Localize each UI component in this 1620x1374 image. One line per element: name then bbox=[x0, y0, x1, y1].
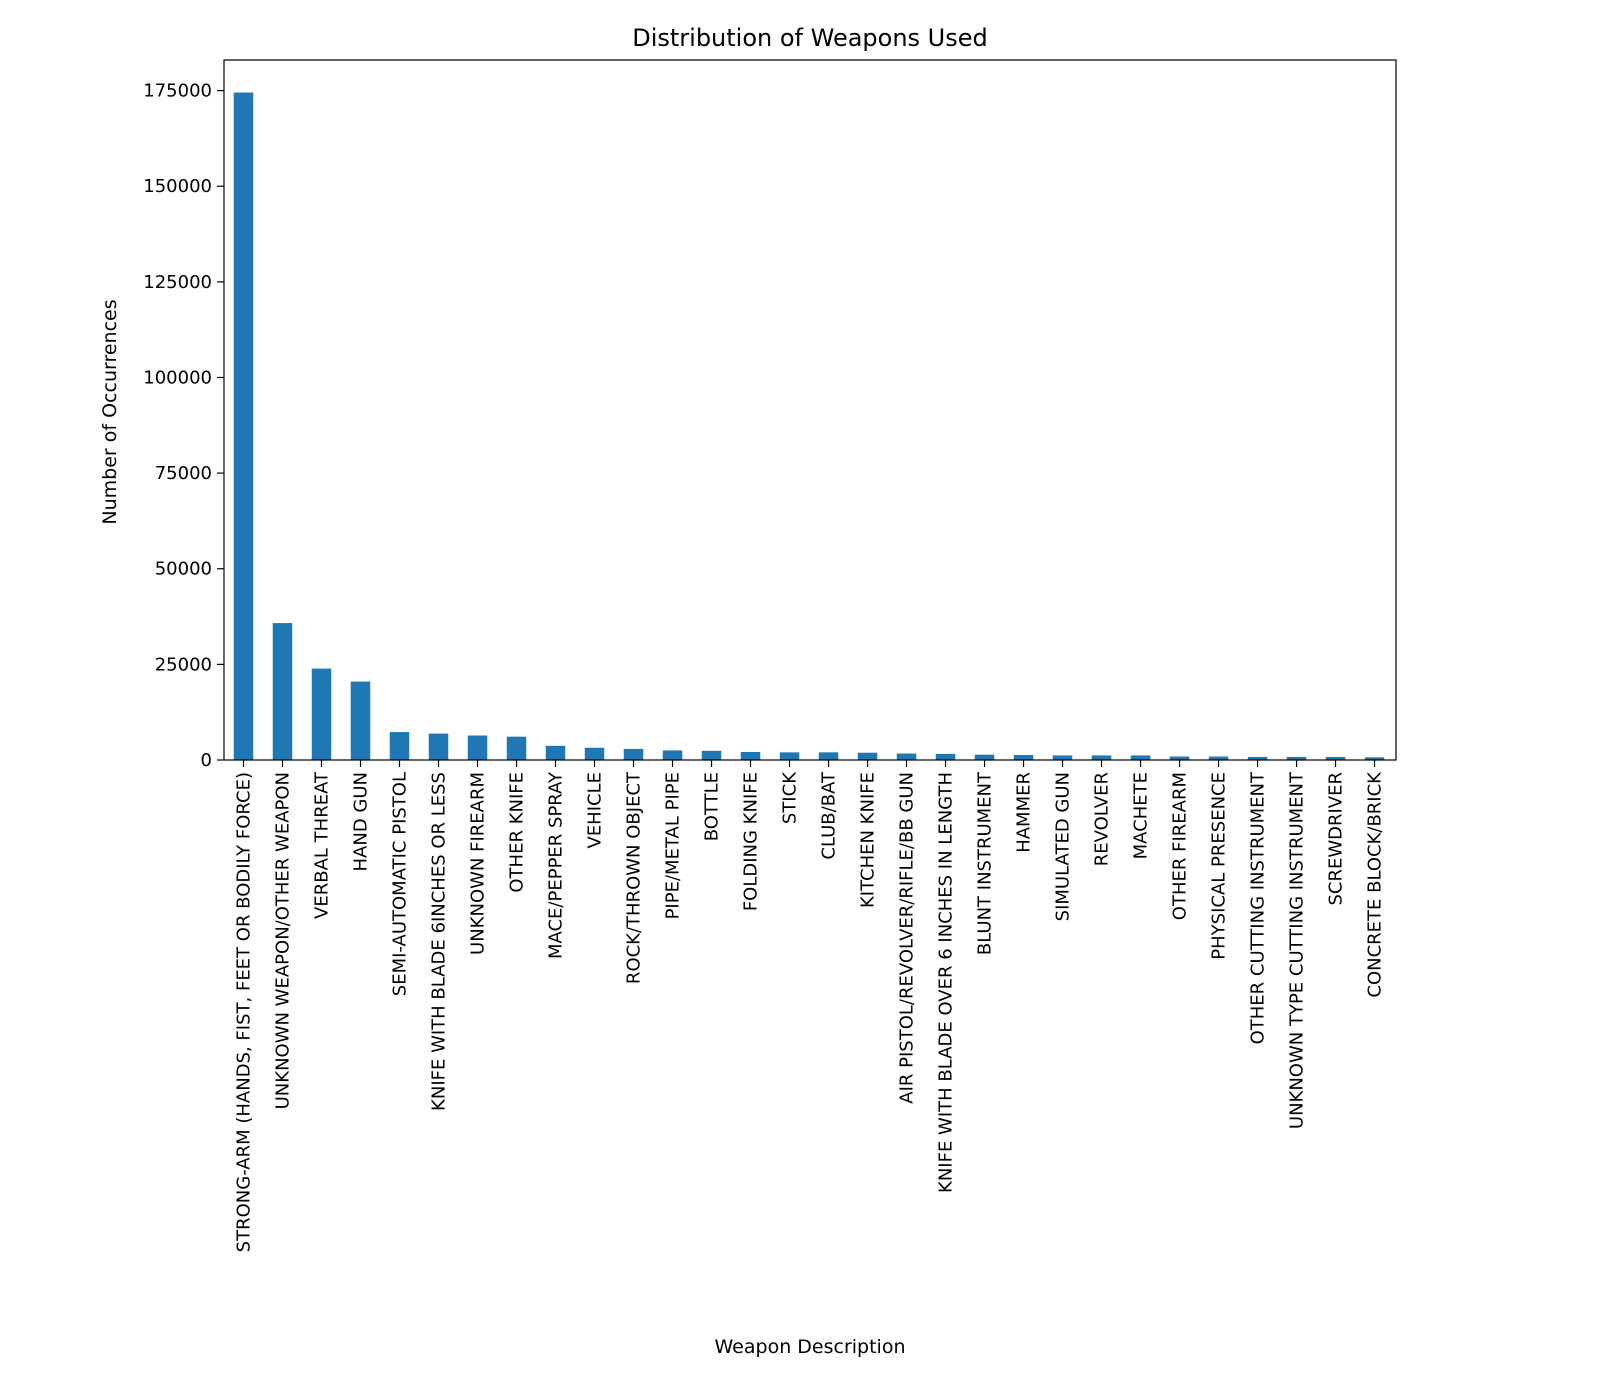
x-tick-label: PIPE/METAL PIPE bbox=[663, 772, 684, 919]
x-tick-label: SIMULATED GUN bbox=[1053, 772, 1074, 921]
x-axis: STRONG-ARM (HANDS, FIST, FEET OR BODILY … bbox=[234, 760, 1386, 1252]
bar bbox=[311, 668, 332, 760]
bars bbox=[233, 92, 1385, 760]
x-tick-label: PHYSICAL PRESENCE bbox=[1209, 772, 1230, 960]
y-axis-label: Number of Occurrences bbox=[99, 299, 121, 524]
bar bbox=[545, 745, 566, 760]
y-tick-label: 50000 bbox=[155, 559, 212, 580]
x-tick-label: OTHER FIREARM bbox=[1170, 772, 1191, 920]
bar bbox=[584, 747, 605, 760]
x-tick-label: MACHETE bbox=[1131, 772, 1152, 859]
x-axis-label: Weapon Description bbox=[715, 1336, 906, 1358]
bar bbox=[428, 733, 449, 760]
x-tick-label: AIR PISTOL/REVOLVER/RIFLE/BB GUN bbox=[897, 772, 918, 1104]
x-tick-label: STICK bbox=[780, 771, 801, 824]
bar bbox=[389, 732, 410, 760]
bar bbox=[1091, 755, 1112, 760]
bar bbox=[818, 752, 839, 760]
x-tick-label: HAND GUN bbox=[351, 772, 372, 871]
x-tick-label: MACE/PEPPER SPRAY bbox=[546, 771, 567, 959]
chart-title: Distribution of Weapons Used bbox=[632, 24, 988, 52]
bar bbox=[1208, 756, 1229, 760]
x-tick-label: KNIFE WITH BLADE 6INCHES OR LESS bbox=[429, 772, 450, 1111]
x-tick-label: REVOLVER bbox=[1092, 772, 1113, 866]
x-tick-label: SCREWDRIVER bbox=[1326, 772, 1347, 906]
x-tick-label: FOLDING KNIFE bbox=[741, 772, 762, 911]
x-tick-label: CLUB/BAT bbox=[819, 771, 840, 860]
x-tick-label: BOTTLE bbox=[702, 772, 723, 841]
plot-area-frame bbox=[223, 59, 1397, 761]
x-tick-label: OTHER CUTTING INSTRUMENT bbox=[1248, 771, 1269, 1044]
y-tick-label: 75000 bbox=[155, 463, 212, 484]
bar bbox=[623, 748, 644, 760]
bar bbox=[1325, 756, 1346, 760]
y-tick-label: 100000 bbox=[143, 367, 212, 388]
bar bbox=[1052, 755, 1073, 760]
bar bbox=[350, 681, 371, 760]
x-tick-label: VEHICLE bbox=[585, 772, 606, 849]
bar bbox=[857, 752, 878, 760]
y-tick-label: 175000 bbox=[143, 81, 212, 102]
y-tick-label: 150000 bbox=[143, 176, 212, 197]
bar bbox=[935, 753, 956, 760]
bar bbox=[1013, 755, 1034, 760]
y-tick-label: 125000 bbox=[143, 272, 212, 293]
y-tick-label: 0 bbox=[201, 750, 212, 771]
x-tick-label: OTHER KNIFE bbox=[507, 772, 528, 893]
x-tick-label: STRONG-ARM (HANDS, FIST, FEET OR BODILY … bbox=[234, 772, 255, 1252]
bar bbox=[740, 751, 761, 760]
y-axis: 0 25000 50000 75000 100000 125000 150000 175000 bbox=[143, 81, 224, 771]
x-tick-label: UNKNOWN TYPE CUTTING INSTRUMENT bbox=[1287, 771, 1308, 1129]
x-tick-label: VERBAL THREAT bbox=[312, 771, 333, 919]
bar bbox=[467, 735, 488, 760]
bar bbox=[1169, 756, 1190, 760]
x-tick-label: UNKNOWN FIREARM bbox=[468, 772, 489, 955]
x-tick-label: SEMI-AUTOMATIC PISTOL bbox=[390, 772, 411, 996]
bar bbox=[896, 753, 917, 760]
bar bbox=[779, 752, 800, 760]
x-tick-label: KITCHEN KNIFE bbox=[858, 772, 879, 908]
x-tick-label: UNKNOWN WEAPON/OTHER WEAPON bbox=[273, 772, 294, 1109]
bar bbox=[1247, 756, 1268, 760]
bar bbox=[506, 736, 527, 760]
y-tick-label: 25000 bbox=[155, 654, 212, 675]
bar bbox=[1130, 755, 1151, 760]
x-tick-label: HAMMER bbox=[1014, 772, 1035, 853]
x-tick-label: BLUNT INSTRUMENT bbox=[975, 771, 996, 955]
x-tick-label: ROCK/THROWN OBJECT bbox=[624, 771, 645, 984]
bar bbox=[1364, 757, 1385, 760]
bar bbox=[272, 623, 293, 760]
x-tick-label: CONCRETE BLOCK/BRICK bbox=[1365, 771, 1386, 998]
bar bbox=[1286, 756, 1307, 760]
bar bbox=[701, 750, 722, 760]
x-tick-label: KNIFE WITH BLADE OVER 6 INCHES IN LENGTH bbox=[936, 772, 957, 1193]
bar bbox=[233, 92, 254, 760]
bar bbox=[662, 750, 683, 760]
bar bbox=[974, 754, 995, 760]
